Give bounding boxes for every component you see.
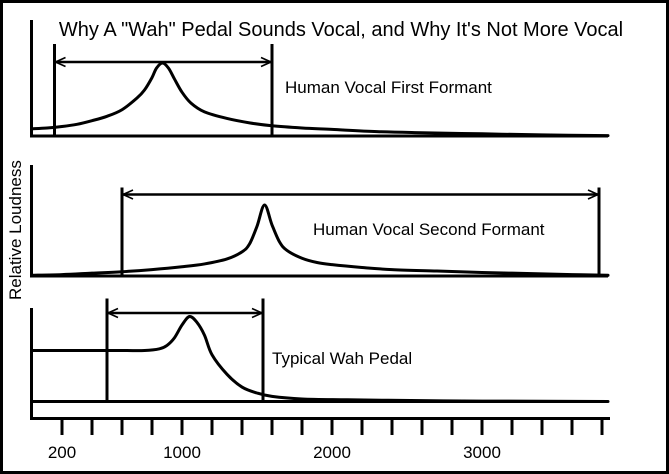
range-arrow-head-left [55,56,66,63]
range-arrow-head-right [260,61,272,68]
curve-1 [30,61,610,138]
y-axis-label: Relative Loudness [6,160,25,300]
x-tick-label: 3000 [463,443,501,462]
range-arrow-head-right [251,312,263,319]
curve-label-second-formant: Human Vocal Second Formant [313,220,545,239]
curve-label-wah-pedal: Typical Wah Pedal [272,349,412,368]
curve-label-first-formant: Human Vocal First Formant [285,78,492,97]
range-arrow-head-left [122,193,134,200]
range-arrow-head-left [107,312,119,319]
curve-3 [30,314,610,403]
range-arrow-head-right [260,56,272,63]
range-arrow-head-right [251,307,263,314]
x-tick-label: 200 [48,443,76,462]
chart-title: Why A "Wah" Pedal Sounds Vocal, and Why … [59,19,623,41]
curves-layer: 200 1000 2000 3000 [30,20,610,462]
x-tick-label: 2000 [313,443,351,462]
range-arrow-head-left [55,61,66,68]
range-arrow-head-right [587,193,599,200]
range-arrow-head-left [107,307,119,314]
range-arrow-head-right [587,189,599,196]
x-tick-label: 1000 [163,443,201,462]
curve-2 [30,203,610,277]
range-arrow-head-left [122,189,134,196]
